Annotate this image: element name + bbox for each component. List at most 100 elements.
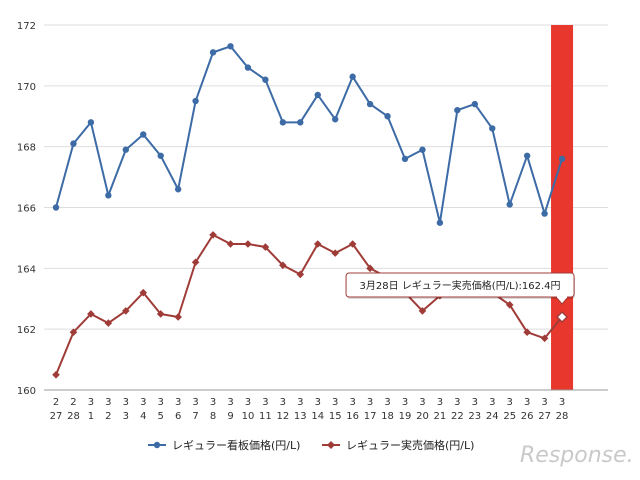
x-tick-month: 3 xyxy=(175,397,181,408)
x-tick-month: 3 xyxy=(367,397,373,408)
x-tick-day: 15 xyxy=(329,411,342,422)
data-point xyxy=(227,43,234,50)
x-tick-day: 13 xyxy=(294,411,307,422)
x-tick-month: 3 xyxy=(245,397,251,408)
data-point xyxy=(349,73,356,80)
y-tick-label: 172 xyxy=(17,21,36,32)
y-tick-label: 164 xyxy=(17,264,36,275)
data-point xyxy=(489,125,496,132)
axes: 1601621641661681701722272283132333435363… xyxy=(17,21,608,422)
x-tick-month: 3 xyxy=(349,397,355,408)
highlight-band xyxy=(551,25,574,390)
x-tick-day: 28 xyxy=(556,411,569,422)
x-tick-month: 3 xyxy=(280,397,286,408)
data-point xyxy=(436,219,444,226)
x-tick-day: 14 xyxy=(311,411,324,422)
data-point xyxy=(332,116,339,123)
x-tick-day: 12 xyxy=(276,411,289,422)
tooltip: 3月28日 レギュラー実売価格(円/L):162.4円 xyxy=(345,272,576,324)
data-point xyxy=(69,328,78,337)
x-tick-month: 3 xyxy=(297,397,303,408)
data-point xyxy=(366,264,374,273)
data-point xyxy=(87,119,95,126)
x-tick-day: 24 xyxy=(486,411,499,422)
x-tick-day: 21 xyxy=(434,411,447,422)
x-tick-day: 10 xyxy=(242,411,255,422)
x-tick-month: 3 xyxy=(454,397,460,408)
data-point xyxy=(122,146,129,153)
x-tick-day: 16 xyxy=(346,411,359,422)
data-point xyxy=(52,370,60,379)
data-point xyxy=(297,119,304,126)
x-tick-month: 3 xyxy=(559,397,565,408)
x-tick-day: 22 xyxy=(451,411,464,422)
data-point xyxy=(348,240,357,248)
data-point xyxy=(313,240,322,248)
x-tick-month: 3 xyxy=(262,397,268,408)
data-point xyxy=(70,140,77,147)
x-tick-day: 3 xyxy=(123,411,129,422)
x-tick-day: 18 xyxy=(381,411,394,422)
data-point xyxy=(192,97,199,105)
x-tick-month: 2 xyxy=(70,397,76,408)
data-point xyxy=(262,76,269,83)
x-tick-day: 1 xyxy=(88,411,94,422)
x-tick-month: 3 xyxy=(140,397,146,408)
x-tick-month: 3 xyxy=(507,397,513,408)
x-tick-month: 3 xyxy=(158,397,164,408)
x-tick-day: 26 xyxy=(521,411,534,422)
x-tick-month: 3 xyxy=(192,397,198,408)
x-tick-month: 3 xyxy=(437,397,443,408)
data-point xyxy=(296,270,305,279)
legend-label: レギュラー実売価格(円/L) xyxy=(346,438,474,452)
hovered-point xyxy=(555,310,569,324)
data-point xyxy=(174,313,182,321)
x-tick-month: 3 xyxy=(332,397,338,408)
x-tick-day: 17 xyxy=(364,411,377,422)
data-point xyxy=(191,258,200,267)
x-tick-day: 27 xyxy=(538,411,551,422)
x-tick-month: 3 xyxy=(105,397,111,408)
data-point xyxy=(156,310,165,318)
data-point xyxy=(226,240,235,248)
x-tick-day: 19 xyxy=(399,411,412,422)
x-tick-day: 20 xyxy=(416,411,429,422)
x-tick-day: 23 xyxy=(468,411,481,422)
x-tick-month: 2 xyxy=(53,397,59,408)
x-tick-day: 4 xyxy=(140,411,146,422)
data-point xyxy=(506,201,513,208)
tooltip-pointer-mask xyxy=(557,296,568,298)
data-point xyxy=(244,240,252,248)
y-tick-label: 170 xyxy=(17,82,36,93)
data-point xyxy=(540,334,549,343)
data-point xyxy=(454,106,461,114)
y-tick-label: 160 xyxy=(17,386,36,397)
x-tick-month: 3 xyxy=(402,397,408,408)
data-point xyxy=(471,100,478,108)
x-tick-day: 5 xyxy=(158,411,164,422)
grid-lines xyxy=(44,24,608,391)
legend-marker xyxy=(153,441,161,449)
x-tick-month: 3 xyxy=(489,397,495,408)
legend-label: レギュラー看板価格(円/L) xyxy=(172,438,300,452)
x-tick-day: 8 xyxy=(210,411,216,422)
x-tick-day: 25 xyxy=(503,411,516,422)
data-point xyxy=(384,113,391,120)
x-tick-day: 27 xyxy=(50,411,63,422)
data-point xyxy=(418,307,427,315)
legend: レギュラー看板価格(円/L) レギュラー実売価格(円/L) xyxy=(148,438,474,452)
x-tick-month: 3 xyxy=(88,397,94,408)
x-tick-month: 3 xyxy=(210,397,216,408)
data-point xyxy=(244,64,252,71)
x-tick-day: 11 xyxy=(259,411,272,422)
x-tick-month: 3 xyxy=(541,397,547,408)
data-point xyxy=(523,152,531,159)
data-point xyxy=(209,231,217,239)
data-point xyxy=(314,91,321,99)
x-tick-month: 3 xyxy=(123,397,129,408)
x-tick-day: 7 xyxy=(192,411,198,422)
data-point xyxy=(157,152,164,159)
y-tick-label: 162 xyxy=(17,325,36,336)
